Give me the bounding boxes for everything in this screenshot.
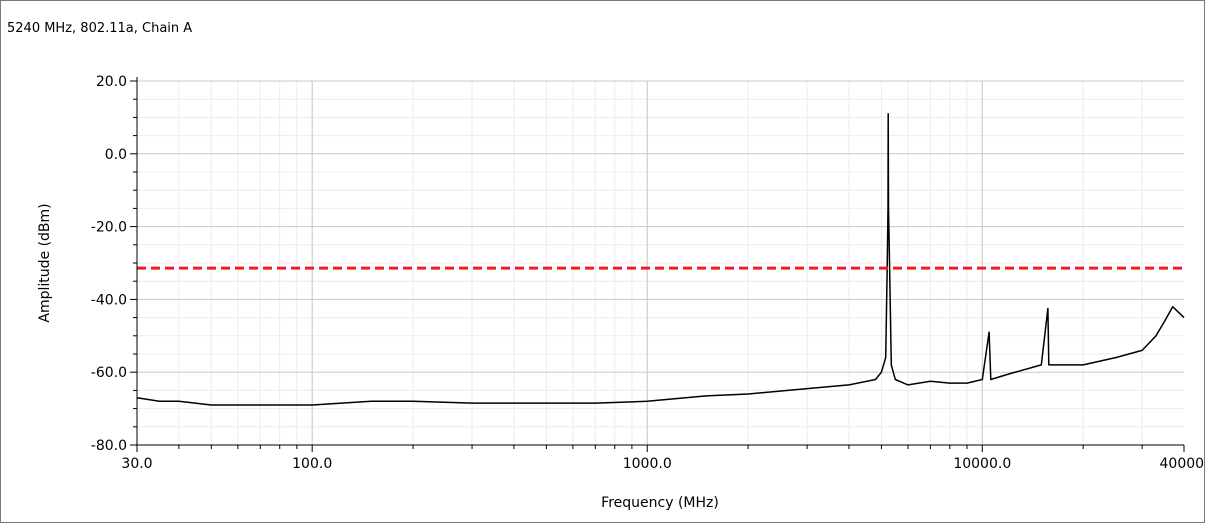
chart-title: 5240 MHz, 802.11a, Chain A [7,21,193,36]
y-tick-label: -20.0 [91,220,127,236]
x-tick-label: 100.0 [292,456,332,472]
axes [136,77,1184,446]
spectrum-trace [136,113,1185,406]
y-tick-label: -60.0 [91,365,127,381]
minor-grid [137,81,1184,445]
y-tick-label: -80.0 [91,438,127,454]
x-axis-label: Frequency (MHz) [601,495,719,511]
major-grid [137,80,1184,445]
x-tick-label: 40000. [1160,456,1205,472]
y-axis-ticks: 20.0 0.0 -20.0 -40.0 -60.0 -80.0 [91,74,137,454]
x-tick-label: 30.0 [121,456,152,472]
y-tick-label: 0.0 [105,147,127,163]
y-axis-label: Amplitude (dBm) [37,203,53,322]
x-tick-label: 1000.0 [623,456,672,472]
y-tick-label: 20.0 [96,74,127,90]
x-tick-label: 10000.0 [953,456,1011,472]
x-axis-ticks: 30.0 100.0 1000.0 10000.0 40000. [121,445,1204,472]
series-layer [136,113,1185,406]
y-tick-label: -40.0 [91,292,127,308]
